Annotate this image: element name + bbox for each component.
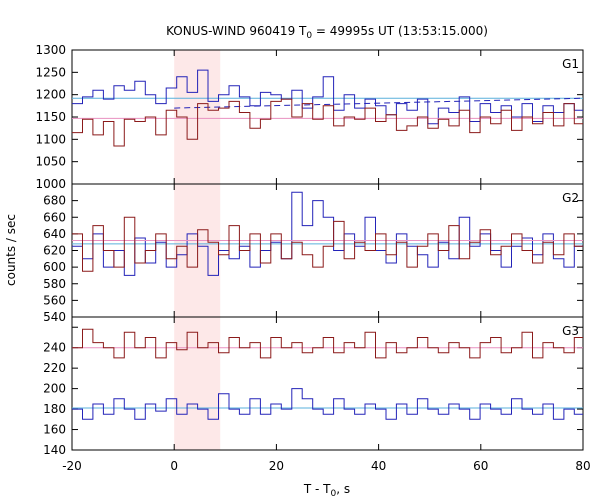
fit-line-dashed <box>174 97 583 109</box>
chart-title: KONUS-WIND 960419 T0 = 49995s UT (13:53:… <box>166 24 488 41</box>
x-tick-label: 20 <box>269 459 284 473</box>
y-tick-label: 600 <box>43 260 66 274</box>
x-axis-title-main: T - T <box>303 482 331 496</box>
y-tick-label: 220 <box>43 361 66 375</box>
y-tick-label: 1200 <box>35 88 66 102</box>
y-tick-label: 1100 <box>35 132 66 146</box>
y-axis-title: counts / sec <box>4 214 18 286</box>
chart-title-sub: 0 <box>306 31 312 41</box>
x-tick-label: 60 <box>473 459 488 473</box>
x-axis-title: T - T0, s <box>303 482 350 499</box>
panel-g3: 140 160 180 200 220 240 G3 <box>43 316 584 457</box>
panel-g1: 1000 1050 1100 1150 1200 1250 1300 G1 <box>35 43 584 191</box>
y-tick-label: 620 <box>43 244 66 258</box>
y-tick-label: 1150 <box>35 110 66 124</box>
panel-frame <box>71 316 584 451</box>
x-tick-label: 0 <box>170 459 178 473</box>
y-tick-label: 560 <box>43 293 66 307</box>
series-line-red <box>72 98 583 147</box>
y-tick-label: 660 <box>43 210 66 224</box>
panel-label: G2 <box>562 191 579 205</box>
chart-title-main: KONUS-WIND 960419 T <box>166 24 307 38</box>
y-tick-label: 580 <box>43 277 66 291</box>
series-line-red <box>72 216 583 272</box>
y-tick-label: 640 <box>43 227 66 241</box>
y-tick-label: 240 <box>43 341 66 355</box>
x-tick-label: 40 <box>371 459 386 473</box>
panel-label: G3 <box>562 324 579 338</box>
panel-label: G1 <box>562 57 579 71</box>
y-tick-label: 160 <box>43 423 66 437</box>
y-tick-label: 1000 <box>35 177 66 191</box>
series-line-blue <box>72 388 583 420</box>
y-tick-label: 180 <box>43 402 66 416</box>
series-line-red <box>72 328 583 359</box>
y-tick-label: 680 <box>43 194 66 208</box>
y-tick-label: 200 <box>43 382 66 396</box>
panels-layer: 1000 1050 1100 1150 1200 1250 1300 G1 540 560 580 6… <box>35 43 584 457</box>
x-axis-title-rest: , s <box>336 482 350 496</box>
y-tick-label: 1050 <box>35 155 66 169</box>
panel-g2: 540 560 580 600 620 640 660 680 G2 <box>43 183 584 324</box>
chart-title-rest: = 49995s UT (13:53:15.000) <box>312 24 488 38</box>
x-tick-label: -20 <box>62 459 82 473</box>
y-tick-label: 1300 <box>35 43 66 57</box>
y-tick-label: 1250 <box>35 65 66 79</box>
x-tick-label: 80 <box>575 459 590 473</box>
x-axis-title-sub: 0 <box>331 489 337 499</box>
x-ticks-layer: -20 0 20 40 60 80 <box>62 459 590 473</box>
series-line-blue <box>72 69 583 125</box>
y-tick-label: 140 <box>43 443 66 457</box>
y-tick-label: 540 <box>43 310 66 324</box>
